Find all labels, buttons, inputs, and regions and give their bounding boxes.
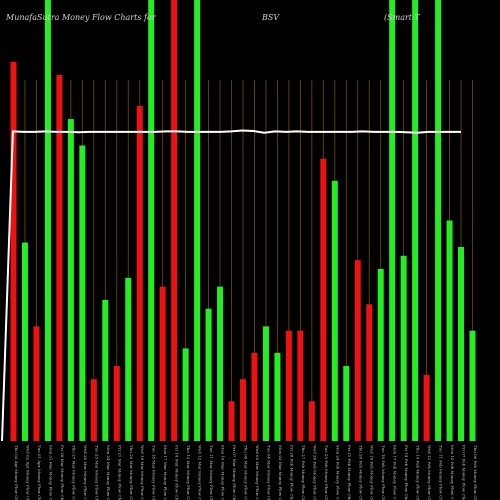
x-tick-label: Wed 12 Mar Money Flow Chart (198, 445, 203, 500)
x-tick-label: Tue 11 Feb Money Flow Chart (439, 445, 444, 500)
chart-bar (308, 401, 315, 441)
x-tick-label: Wed 26 Feb Money Flow Chart (312, 445, 317, 500)
chart-bar (274, 352, 281, 441)
line-layer (1, 129, 461, 442)
x-tick-label: Fri 21 Mar Money Flow Chart (117, 445, 122, 500)
chart-bar (102, 299, 109, 441)
chart-bar (262, 326, 269, 441)
x-tick-label: Thu 20 Mar Money Flow Chart (129, 445, 134, 500)
chart-bar (67, 119, 74, 441)
chart-bar (240, 379, 246, 441)
x-tick-label: Mon 10 Mar Money Flow Chart (221, 445, 226, 500)
x-tick-label: Wed 05 Mar Money Flow Chart (255, 445, 260, 500)
chart-bar (366, 304, 373, 441)
x-tick-label: Fri 07 Feb Money Flow Chart (462, 445, 467, 500)
chart-bar (125, 277, 132, 441)
chart-bar (136, 105, 143, 441)
chart-bar (79, 145, 86, 441)
chart-bar (343, 366, 350, 441)
chart-title-right: (Smart-T (384, 13, 420, 22)
x-tick-label: Tue 25 Mar Money Flow Chart (94, 445, 99, 500)
chart-bar (56, 74, 63, 441)
x-tick-label: Fri 14 Feb Money Flow Chart (404, 445, 409, 500)
tick-layer: Thu 03 Apr Money Flow Chart Wed 02 Apr Mo… (14, 445, 478, 500)
x-tick-label: Thu 06 Feb Money Flow Chart (473, 445, 478, 500)
chart-bar (354, 260, 361, 441)
x-tick-label: Mon 31 Mar Money Flow Chart (48, 445, 53, 500)
x-tick-label: Tue 18 Feb Money Flow Chart (381, 445, 386, 500)
chart-bar (44, 0, 51, 441)
x-tick-label: Tue 25 Feb Money Flow Chart (324, 445, 329, 500)
chart-bar (171, 0, 178, 441)
chart-bar (377, 269, 384, 441)
x-tick-label: Thu 03 Apr Money Flow Chart (14, 445, 19, 500)
x-tick-label: Mon 10 Feb Money Flow Chart (450, 445, 455, 500)
chart-bar (33, 326, 40, 441)
x-tick-label: Thu 20 Feb Money Flow Chart (358, 445, 363, 500)
chart-title-left: MunafaSutra Money Flow Charts for (5, 13, 157, 22)
chart-bar (21, 242, 28, 441)
x-tick-label: Fri 28 Feb Money Flow Chart (289, 445, 294, 500)
x-tick-label: Fri 07 Mar Money Flow Chart (232, 445, 237, 500)
chart-bar (389, 0, 396, 441)
chart-bar (228, 401, 235, 441)
x-tick-label: Mon 17 Feb Money Flow Chart (393, 445, 398, 500)
x-tick-label: Wed 12 Feb Money Flow Chart (427, 445, 432, 500)
x-tick-label: Thu 27 Mar Money Flow Chart (71, 445, 76, 500)
x-tick-label: Thu 13 Mar Money Flow Chart (186, 445, 191, 500)
chart-bar (113, 366, 120, 441)
x-tick-label: Wed 26 Mar Money Flow Chart (83, 445, 88, 500)
chart-bar (435, 0, 442, 441)
x-tick-label: Mon 24 Feb Money Flow Chart (335, 445, 340, 500)
chart-bar (159, 286, 166, 441)
bar-layer (10, 0, 476, 442)
x-tick-label: Wed 02 Apr Money Flow Chart (25, 445, 30, 500)
chart-bar (423, 374, 430, 441)
x-tick-label: Thu 13 Feb Money Flow Chart (416, 445, 421, 500)
x-tick-label: Tue 01 Apr Money Flow Chart (37, 445, 42, 500)
chart-bar (217, 286, 224, 441)
chart-title-symbol: BSV (261, 13, 280, 22)
chart-bar (285, 330, 292, 441)
x-tick-label: Wed 19 Feb Money Flow Chart (370, 445, 375, 500)
x-tick-label: Tue 11 Mar Money Flow Chart (209, 445, 214, 500)
chart-bar (469, 330, 476, 441)
chart-bar (182, 348, 189, 441)
x-tick-label: Wed 19 Mar Money Flow Chart (140, 445, 145, 500)
x-tick-label: Thu 06 Mar Money Flow Chart (244, 445, 249, 500)
x-tick-label: Fri 28 Mar Money Flow Chart (60, 445, 65, 500)
chart-bar (458, 246, 465, 441)
money-flow-line (1, 129, 461, 442)
chart-bar (10, 61, 17, 442)
x-tick-label: Thu 27 Feb Money Flow Chart (301, 445, 306, 500)
chart-bar (297, 330, 304, 441)
chart-bar (148, 0, 155, 441)
x-tick-label: Mon 03 Mar Money Flow Chart (278, 445, 283, 500)
chart-bar (331, 180, 338, 441)
x-tick-label: Tue 04 Mar Money Flow Chart (266, 445, 271, 500)
chart-bar (400, 255, 407, 441)
x-tick-label: Tue 18 Mar Money Flow Chart (152, 445, 157, 500)
chart-bar (90, 379, 97, 441)
chart-bar (251, 352, 258, 441)
chart-bar (412, 0, 419, 441)
chart-bar (320, 158, 327, 441)
chart-bar (194, 0, 201, 441)
x-tick-label: Mon 24 Mar Money Flow Chart (106, 445, 111, 500)
x-tick-label: Mon 17 Mar Money Flow Chart (163, 445, 168, 500)
chart-bar (205, 308, 212, 441)
x-tick-label: Fri 21 Feb Money Flow Chart (347, 445, 352, 500)
chart-bar (446, 220, 453, 441)
x-tick-label: Fri 14 Mar Money Flow Chart (175, 445, 180, 500)
